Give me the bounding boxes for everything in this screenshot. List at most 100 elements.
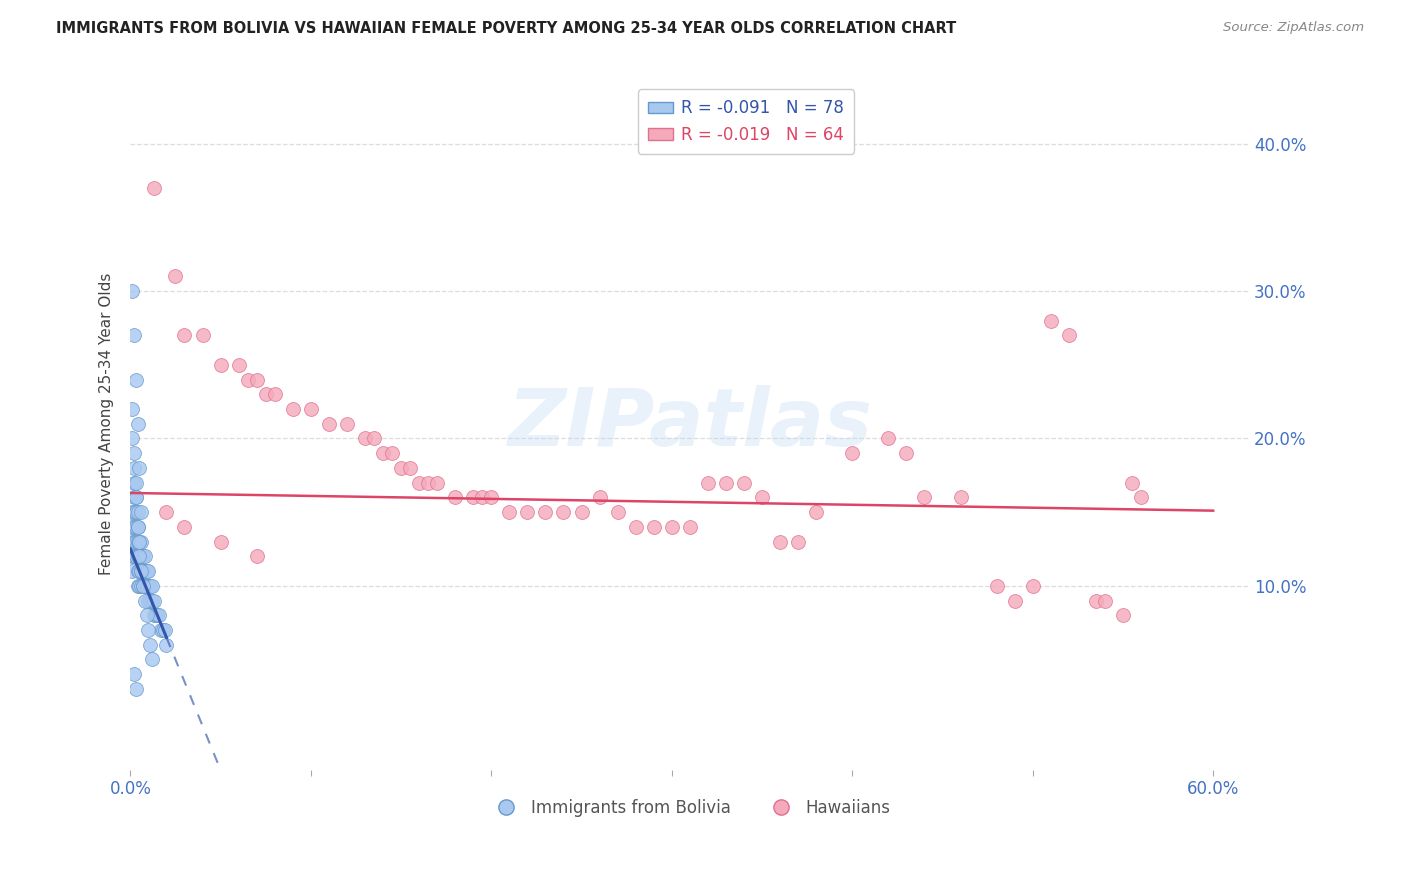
Point <box>122 520 145 534</box>
Point <box>122 328 145 343</box>
Point <box>134 593 156 607</box>
Point <box>132 579 155 593</box>
Point <box>155 638 177 652</box>
Point <box>125 475 148 490</box>
Text: ZIPatlas: ZIPatlas <box>508 384 872 463</box>
Point <box>141 593 163 607</box>
Point <box>1004 593 1026 607</box>
Point <box>1130 491 1153 505</box>
Point <box>121 402 143 417</box>
Point <box>141 579 163 593</box>
Point <box>134 549 156 564</box>
Point <box>696 475 718 490</box>
Point <box>128 549 150 564</box>
Point <box>132 579 155 593</box>
Point <box>228 358 250 372</box>
Point <box>146 608 169 623</box>
Point <box>138 579 160 593</box>
Point <box>125 549 148 564</box>
Point <box>1057 328 1080 343</box>
Point <box>553 505 575 519</box>
Point <box>148 608 170 623</box>
Point <box>122 667 145 681</box>
Point <box>127 534 149 549</box>
Point <box>371 446 394 460</box>
Point <box>127 579 149 593</box>
Point <box>173 328 195 343</box>
Point <box>128 564 150 578</box>
Point <box>127 520 149 534</box>
Point <box>389 461 412 475</box>
Point <box>129 579 152 593</box>
Point <box>125 681 148 696</box>
Point <box>122 461 145 475</box>
Point <box>122 475 145 490</box>
Point <box>121 549 143 564</box>
Point <box>1084 593 1107 607</box>
Point <box>122 505 145 519</box>
Point <box>138 623 160 637</box>
Point <box>134 564 156 578</box>
Point <box>150 623 173 637</box>
Legend: Immigrants from Bolivia, Hawaiians: Immigrants from Bolivia, Hawaiians <box>482 793 897 824</box>
Point <box>128 534 150 549</box>
Point <box>299 402 322 417</box>
Point <box>125 491 148 505</box>
Point <box>129 564 152 578</box>
Point <box>534 505 557 519</box>
Point <box>787 534 810 549</box>
Point <box>142 593 165 607</box>
Point <box>135 608 157 623</box>
Point <box>125 372 148 386</box>
Point <box>1022 579 1045 593</box>
Point <box>139 593 162 607</box>
Point <box>679 520 702 534</box>
Point <box>128 461 150 475</box>
Point <box>444 491 467 505</box>
Point <box>127 549 149 564</box>
Point <box>471 491 494 505</box>
Point <box>141 652 163 666</box>
Point <box>751 491 773 505</box>
Point <box>121 284 143 298</box>
Point <box>122 446 145 460</box>
Point <box>121 432 143 446</box>
Point <box>125 520 148 534</box>
Point <box>191 328 214 343</box>
Point <box>129 549 152 564</box>
Point <box>254 387 277 401</box>
Point <box>122 534 145 549</box>
Text: IMMIGRANTS FROM BOLIVIA VS HAWAIIAN FEMALE POVERTY AMONG 25-34 YEAR OLDS CORRELA: IMMIGRANTS FROM BOLIVIA VS HAWAIIAN FEMA… <box>56 21 956 36</box>
Point <box>127 564 149 578</box>
Point <box>624 520 647 534</box>
Point <box>128 549 150 564</box>
Text: Source: ZipAtlas.com: Source: ZipAtlas.com <box>1223 21 1364 34</box>
Point <box>769 534 792 549</box>
Point <box>128 579 150 593</box>
Point <box>318 417 340 431</box>
Point <box>1039 313 1062 327</box>
Point <box>132 564 155 578</box>
Point <box>354 432 377 446</box>
Point <box>173 520 195 534</box>
Point <box>643 520 665 534</box>
Point <box>135 564 157 578</box>
Y-axis label: Female Poverty Among 25-34 Year Olds: Female Poverty Among 25-34 Year Olds <box>100 273 114 575</box>
Point <box>121 505 143 519</box>
Point <box>128 534 150 549</box>
Point <box>125 534 148 549</box>
Point <box>209 534 232 549</box>
Point <box>236 372 259 386</box>
Point <box>125 491 148 505</box>
Point <box>1121 475 1143 490</box>
Point <box>877 432 900 446</box>
Point <box>281 402 304 417</box>
Point <box>588 491 610 505</box>
Point <box>463 491 485 505</box>
Point <box>129 534 152 549</box>
Point <box>127 505 149 519</box>
Point <box>1094 593 1116 607</box>
Point <box>138 593 160 607</box>
Point <box>661 520 683 534</box>
Point <box>263 387 285 401</box>
